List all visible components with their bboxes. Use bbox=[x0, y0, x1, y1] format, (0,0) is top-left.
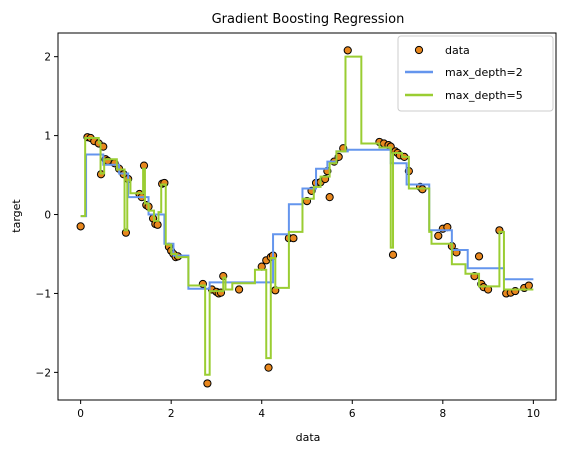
axis-ticks: 0 2 4 6 8 10 −2 −1 0 1 2 bbox=[36, 52, 541, 420]
y-tick-label: 1 bbox=[44, 131, 51, 143]
x-tick-label: 8 bbox=[439, 408, 446, 420]
data-point bbox=[524, 281, 533, 290]
x-tick-label: 2 bbox=[168, 408, 175, 420]
data-point bbox=[434, 231, 443, 240]
data-point bbox=[325, 193, 334, 202]
legend-marker-data bbox=[414, 45, 424, 55]
data-point bbox=[388, 250, 398, 259]
x-axis-label: data bbox=[296, 431, 321, 444]
data-point bbox=[474, 252, 484, 261]
legend-label-data: data bbox=[445, 44, 470, 57]
data-point bbox=[289, 234, 298, 243]
legend-label-max-depth-5: max_depth=5 bbox=[445, 89, 523, 102]
axes-frame bbox=[57, 32, 557, 401]
y-tick-label: −2 bbox=[36, 367, 51, 379]
y-tick-label: −1 bbox=[36, 288, 51, 300]
legend-box bbox=[397, 35, 554, 112]
y-axis-label: target bbox=[10, 199, 23, 233]
data-point bbox=[153, 220, 162, 229]
data-point bbox=[76, 222, 85, 231]
x-tick-label: 10 bbox=[527, 408, 540, 420]
y-tick-label: 0 bbox=[44, 210, 51, 222]
data-point bbox=[343, 46, 352, 55]
x-tick-label: 4 bbox=[258, 408, 265, 420]
chart-title: Gradient Boosting Regression bbox=[212, 12, 405, 27]
legend: data max_depth=2 max_depth=5 bbox=[397, 35, 554, 112]
plot-area bbox=[76, 46, 534, 388]
series-line-max-depth-5 bbox=[80, 55, 534, 376]
x-tick-label: 0 bbox=[77, 408, 84, 420]
x-tick-label: 6 bbox=[349, 408, 356, 420]
legend-label-max-depth-2: max_depth=2 bbox=[445, 66, 523, 79]
y-tick-label: 2 bbox=[44, 52, 51, 64]
data-point bbox=[203, 379, 212, 388]
data-point bbox=[264, 363, 273, 372]
data-point bbox=[234, 285, 244, 294]
